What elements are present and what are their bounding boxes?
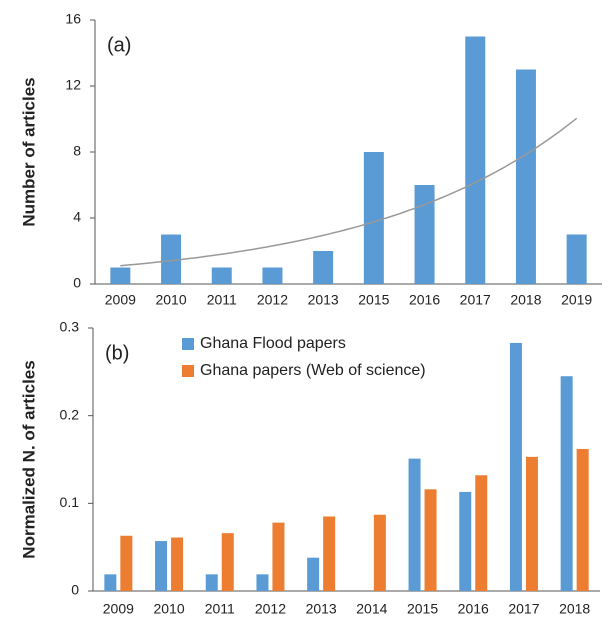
x-tick-label: 2013 [306,601,337,617]
bar [110,267,131,284]
bar [211,267,232,284]
bar [363,152,384,284]
y-tick-label: 8 [73,143,81,159]
legend-swatch [182,365,194,377]
bar [221,533,234,591]
bar [408,458,421,591]
y-tick-label: 0.1 [60,494,80,510]
bar [307,557,320,591]
y-tick-label: 0.2 [60,406,80,422]
legend-label: Ghana papers (Web of science) [200,362,426,379]
bar [262,267,283,284]
bar [525,456,538,591]
x-tick-label: 2009 [105,292,136,308]
trendline [120,117,578,267]
bar [566,234,587,284]
bar [323,516,336,591]
x-tick-label: 2015 [407,601,438,617]
bar [205,574,218,591]
bar [313,251,334,284]
bar [272,522,285,591]
y-tick-label: 0 [73,275,81,291]
x-tick-label: 2011 [205,601,235,617]
bar [465,36,486,284]
bar [509,342,522,591]
x-tick-label: 2019 [561,292,592,308]
x-tick-label: 2014 [356,601,387,617]
bar [475,475,488,591]
bar [424,489,437,591]
bar [120,535,133,591]
bar [515,69,536,284]
y-tick-label: 12 [65,77,81,93]
x-tick-label: 2016 [409,292,440,308]
x-tick-label: 2018 [510,292,541,308]
bar [104,574,117,591]
x-tick-label: 2010 [155,292,186,308]
y-tick-label: 16 [65,11,81,27]
x-tick-label: 2016 [458,601,489,617]
x-tick-label: 2012 [257,292,288,308]
legend-label: Ghana Flood papers [200,335,346,352]
bar [161,234,182,284]
x-tick-label: 2017 [508,601,539,617]
x-tick-label: 2018 [559,601,590,617]
bar [155,541,168,591]
x-tick-label: 2011 [207,292,237,308]
bar [414,185,435,284]
y-tick-label: 4 [73,209,81,225]
x-tick-label: 2017 [460,292,491,308]
panel-label: (a) [107,34,131,56]
x-tick-label: 2009 [103,601,134,617]
panel-label: (b) [105,342,129,364]
y-axis-label: Normalized N. of articles [19,360,38,558]
legend-swatch [182,338,194,350]
bar [459,491,472,591]
x-tick-label: 2015 [358,292,389,308]
bar [373,514,386,591]
bar [256,574,269,591]
y-tick-label: 0 [71,582,79,598]
x-tick-label: 2013 [308,292,339,308]
bar [171,537,184,591]
y-axis-label: Number of articles [19,77,38,226]
bar [560,376,573,591]
y-tick-label: 0.3 [60,319,80,335]
bar [576,448,589,591]
x-tick-label: 2012 [255,601,286,617]
x-tick-label: 2010 [153,601,184,617]
